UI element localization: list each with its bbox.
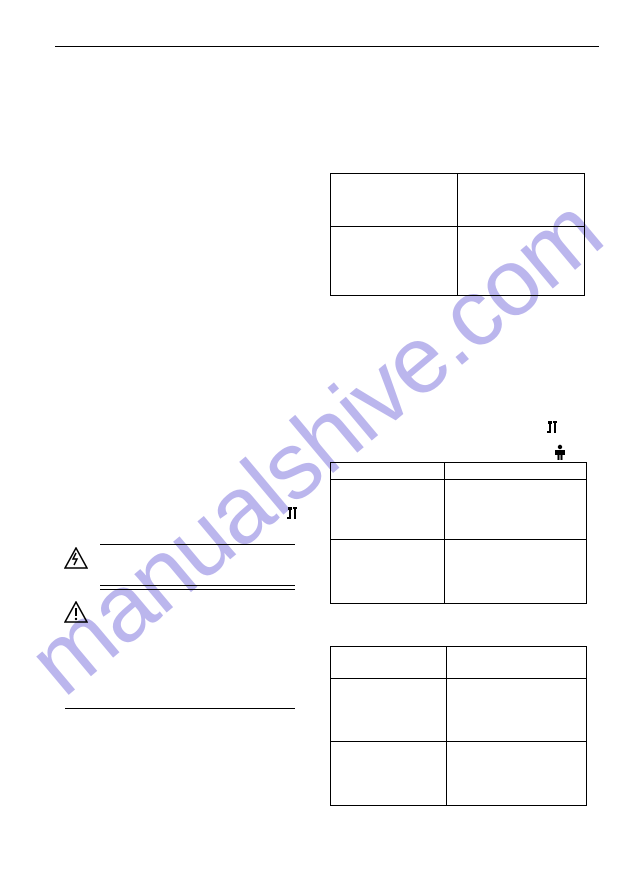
table-3-cell [331, 647, 447, 678]
table-3 [330, 646, 587, 806]
table-2-cell [331, 480, 445, 539]
table-3-cell [447, 647, 586, 678]
table-3-cell [447, 742, 586, 805]
section-rule [100, 544, 295, 545]
table-3-cell [331, 679, 447, 741]
section-double-rule [100, 585, 295, 586]
table-2-cell [445, 540, 586, 603]
table-2-cell [445, 480, 586, 539]
table-3-cell [331, 742, 447, 805]
table-2-header-cell [445, 463, 586, 479]
table-1-cell [458, 174, 584, 226]
section-rule [65, 708, 295, 709]
table-2-header-cell [331, 463, 445, 479]
table-1-cell [331, 174, 458, 226]
table-2-cell [331, 540, 445, 603]
wrench-icon [285, 506, 301, 525]
table-3-cell [447, 679, 586, 741]
table-1-cell [458, 227, 584, 295]
person-icon [554, 444, 566, 463]
wrench-icon [545, 420, 561, 439]
warning-electrical-icon [64, 547, 88, 574]
section-double-rule [100, 589, 295, 590]
header-rule [55, 46, 599, 47]
table-1-cell [331, 227, 458, 295]
warning-caution-icon [64, 601, 88, 628]
table-1 [330, 173, 585, 296]
table-2 [330, 462, 587, 604]
